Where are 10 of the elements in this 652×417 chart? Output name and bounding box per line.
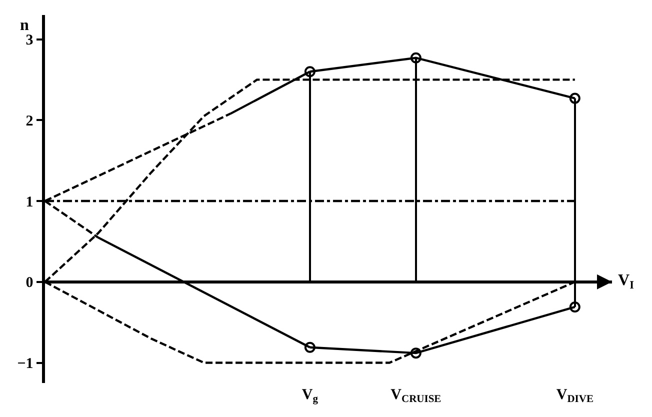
x-axis-title: V$_{I}$ <box>618 272 634 292</box>
x-tick-label: V$_{DIVE}$ <box>556 387 594 406</box>
x-tick-label: V$_{g}$ <box>302 387 319 406</box>
y-tick-label: 2 <box>26 113 34 130</box>
x-tick-label: V$_{CRUISE}$ <box>390 387 442 406</box>
y-tick-label: 1 <box>26 194 34 210</box>
y-tick-label: −1 <box>17 356 34 372</box>
y-axis-title: n <box>20 17 29 34</box>
y-tick-label: 3 <box>26 32 34 49</box>
y-tick-label: 0 <box>26 275 34 292</box>
